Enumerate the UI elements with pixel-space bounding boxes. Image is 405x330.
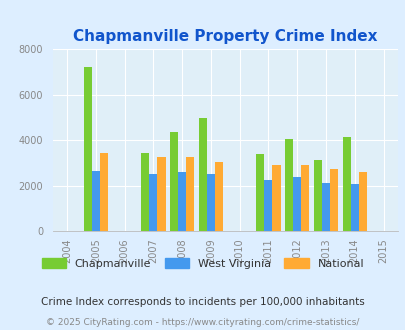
Bar [141, 153, 149, 231]
Bar [100, 153, 108, 231]
Bar [284, 139, 292, 231]
Title: Chapmanville Property Crime Index: Chapmanville Property Crime Index [73, 29, 377, 44]
Bar [292, 177, 301, 231]
Text: Crime Index corresponds to incidents per 100,000 inhabitants: Crime Index corresponds to incidents per… [41, 297, 364, 307]
Text: © 2025 CityRating.com - https://www.cityrating.com/crime-statistics/: © 2025 CityRating.com - https://www.city… [46, 318, 359, 327]
Legend: Chapmanville, West Virginia, National: Chapmanville, West Virginia, National [37, 254, 368, 273]
Bar [214, 162, 222, 231]
Bar [92, 171, 100, 231]
Bar [321, 183, 329, 231]
Bar [207, 174, 215, 231]
Bar [157, 157, 165, 231]
Bar [186, 157, 194, 231]
Bar [170, 132, 178, 231]
Bar [313, 159, 321, 231]
Bar [342, 137, 350, 231]
Bar [256, 154, 264, 231]
Bar [83, 67, 92, 231]
Bar [329, 169, 337, 231]
Bar [178, 172, 186, 231]
Bar [358, 172, 366, 231]
Bar [301, 165, 309, 231]
Bar [149, 174, 157, 231]
Bar [198, 117, 207, 231]
Bar [272, 165, 280, 231]
Bar [350, 184, 358, 231]
Bar [264, 180, 272, 231]
